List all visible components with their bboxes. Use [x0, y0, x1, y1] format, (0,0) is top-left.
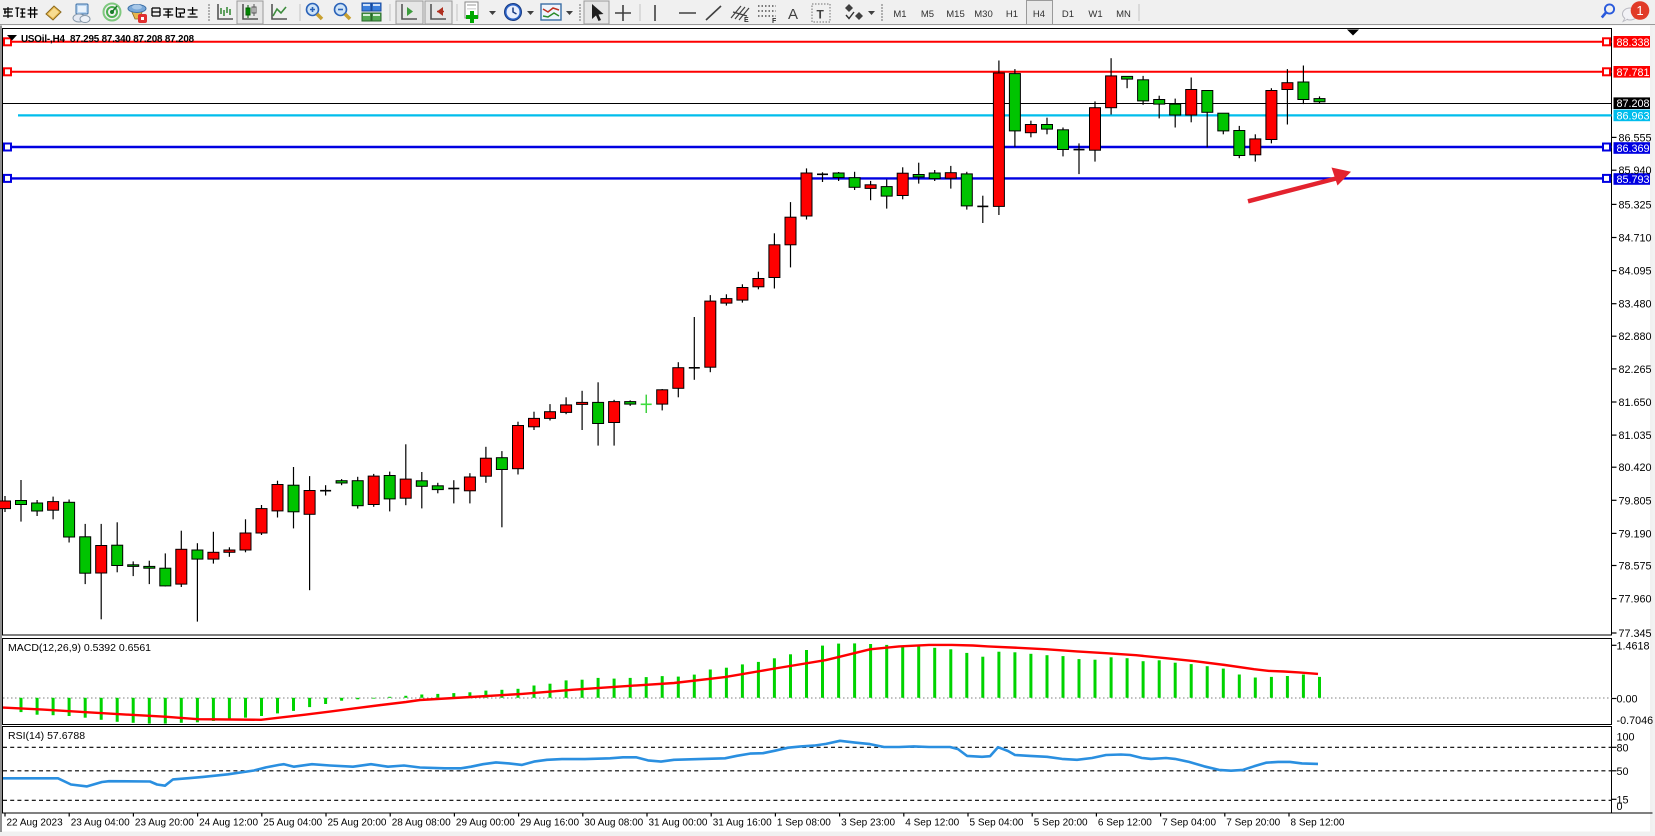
svg-text:86.555: 86.555 [1619, 132, 1652, 144]
svg-text:81.035: 81.035 [1619, 430, 1652, 442]
svg-text:1.4618: 1.4618 [1617, 640, 1650, 652]
svg-text:4 Sep 12:00: 4 Sep 12:00 [905, 818, 959, 829]
svg-text:A: A [788, 6, 798, 23]
svg-text:W1: W1 [1088, 9, 1102, 20]
svg-text:88.338: 88.338 [1617, 37, 1650, 49]
svg-text:84.095: 84.095 [1619, 266, 1652, 278]
svg-text:5 Sep 04:00: 5 Sep 04:00 [970, 818, 1024, 829]
svg-text:85.793: 85.793 [1617, 174, 1650, 186]
svg-text:7 Sep 04:00: 7 Sep 04:00 [1162, 818, 1216, 829]
svg-text:USOil-,H4 87.295 87.340 87.20: USOil-,H4 87.295 87.340 87.208 87.208 [21, 34, 195, 45]
svg-text:87.781: 87.781 [1617, 67, 1650, 79]
svg-text:F: F [772, 18, 777, 25]
svg-text:E: E [744, 17, 749, 24]
svg-text:-0.7046: -0.7046 [1617, 715, 1654, 727]
svg-text:81.650: 81.650 [1619, 397, 1652, 409]
svg-text:82.880: 82.880 [1619, 331, 1652, 343]
svg-text:79.805: 79.805 [1619, 495, 1652, 507]
svg-text:T: T [817, 8, 825, 22]
svg-text:0: 0 [1617, 801, 1623, 813]
svg-text:7 Sep 20:00: 7 Sep 20:00 [1226, 818, 1280, 829]
svg-text:M5: M5 [921, 9, 934, 20]
svg-text:23 Aug 20:00: 23 Aug 20:00 [135, 818, 194, 829]
svg-text:78.575: 78.575 [1619, 561, 1652, 573]
svg-text:31 Aug 00:00: 31 Aug 00:00 [649, 818, 708, 829]
svg-text:MN: MN [1116, 9, 1131, 20]
svg-text:24 Aug 12:00: 24 Aug 12:00 [199, 818, 258, 829]
svg-text:87.208: 87.208 [1617, 98, 1650, 110]
svg-text:29 Aug 00:00: 29 Aug 00:00 [456, 818, 515, 829]
svg-text:D1: D1 [1062, 9, 1074, 20]
svg-text:1 Sep 08:00: 1 Sep 08:00 [777, 818, 831, 829]
svg-text:50: 50 [1617, 766, 1629, 778]
svg-text:5 Sep 20:00: 5 Sep 20:00 [1034, 818, 1088, 829]
svg-text:25 Aug 20:00: 25 Aug 20:00 [328, 818, 387, 829]
svg-text:86.963: 86.963 [1617, 110, 1650, 122]
svg-text:29 Aug 16:00: 29 Aug 16:00 [520, 818, 579, 829]
svg-text:H4: H4 [1033, 9, 1045, 20]
svg-text:31 Aug 16:00: 31 Aug 16:00 [713, 818, 772, 829]
svg-text:84.710: 84.710 [1619, 233, 1652, 245]
svg-text:M1: M1 [893, 9, 906, 20]
svg-text:M15: M15 [946, 9, 964, 20]
svg-text:85.940: 85.940 [1619, 165, 1652, 177]
svg-text:77.345: 77.345 [1619, 628, 1652, 640]
svg-text:RSI(14) 57.6788: RSI(14) 57.6788 [8, 730, 85, 742]
svg-text:80.420: 80.420 [1619, 462, 1652, 474]
svg-text:0.00: 0.00 [1617, 694, 1638, 706]
svg-text:79.190: 79.190 [1619, 528, 1652, 540]
svg-text:25 Aug 04:00: 25 Aug 04:00 [263, 818, 322, 829]
svg-text:77.960: 77.960 [1619, 594, 1652, 606]
svg-text:83.480: 83.480 [1619, 299, 1652, 311]
svg-text:15: 15 [1617, 794, 1629, 806]
svg-text:28 Aug 08:00: 28 Aug 08:00 [392, 818, 451, 829]
svg-text:30 Aug 08:00: 30 Aug 08:00 [584, 818, 643, 829]
svg-text:80: 80 [1617, 742, 1629, 754]
svg-text:85.325: 85.325 [1619, 199, 1652, 211]
svg-text:M30: M30 [974, 9, 992, 20]
svg-text:6 Sep 12:00: 6 Sep 12:00 [1098, 818, 1152, 829]
svg-text:100: 100 [1617, 732, 1635, 744]
svg-text:22 Aug 2023: 22 Aug 2023 [7, 818, 64, 829]
svg-text:8 Sep 12:00: 8 Sep 12:00 [1291, 818, 1345, 829]
svg-text:MACD(12,26,9) 0.5392 0.6561: MACD(12,26,9) 0.5392 0.6561 [8, 642, 151, 654]
svg-text:1: 1 [1636, 3, 1643, 18]
svg-text:82.265: 82.265 [1619, 364, 1652, 376]
svg-text:23 Aug 04:00: 23 Aug 04:00 [71, 818, 130, 829]
svg-text:H1: H1 [1006, 9, 1018, 20]
svg-text:86.369: 86.369 [1617, 143, 1650, 155]
svg-text:3 Sep 23:00: 3 Sep 23:00 [841, 818, 895, 829]
